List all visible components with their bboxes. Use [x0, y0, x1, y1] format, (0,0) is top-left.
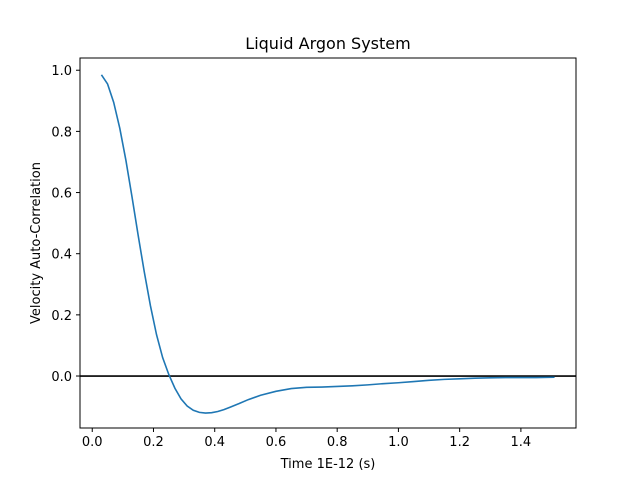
x-tick-label: 0.0 — [82, 435, 103, 450]
x-tick-label: 0.8 — [327, 435, 348, 450]
x-tick-label: 1.0 — [388, 435, 409, 450]
y-tick-label: 0.6 — [51, 187, 72, 202]
x-tick-label: 0.4 — [204, 435, 225, 450]
y-tick-label: 1.0 — [51, 64, 72, 79]
plot-area — [79, 57, 577, 429]
y-tick-label: 0.2 — [51, 309, 72, 324]
y-tick-label: 0.0 — [51, 370, 72, 385]
y-tick-label: 0.8 — [51, 125, 72, 140]
y-tick-label: 0.4 — [51, 248, 72, 263]
series-line — [100, 74, 555, 414]
x-tick-label: 0.6 — [266, 435, 287, 450]
x-axis-label: Time 1E-12 (s) — [280, 457, 376, 472]
chart-title: Liquid Argon System — [245, 34, 410, 53]
axes-frame — [79, 57, 577, 429]
x-tick-label: 1.4 — [511, 435, 532, 450]
x-tick-label: 1.2 — [449, 435, 470, 450]
x-axis: 0.0 0.2 0.4 0.6 0.8 1.0 1.2 1.4 — [82, 428, 531, 450]
x-tick-label: 0.2 — [143, 435, 164, 450]
y-axis-label: Velocity Auto-Correlation — [29, 162, 44, 324]
y-axis: 0.0 0.2 0.4 0.6 0.8 1.0 — [51, 64, 80, 385]
